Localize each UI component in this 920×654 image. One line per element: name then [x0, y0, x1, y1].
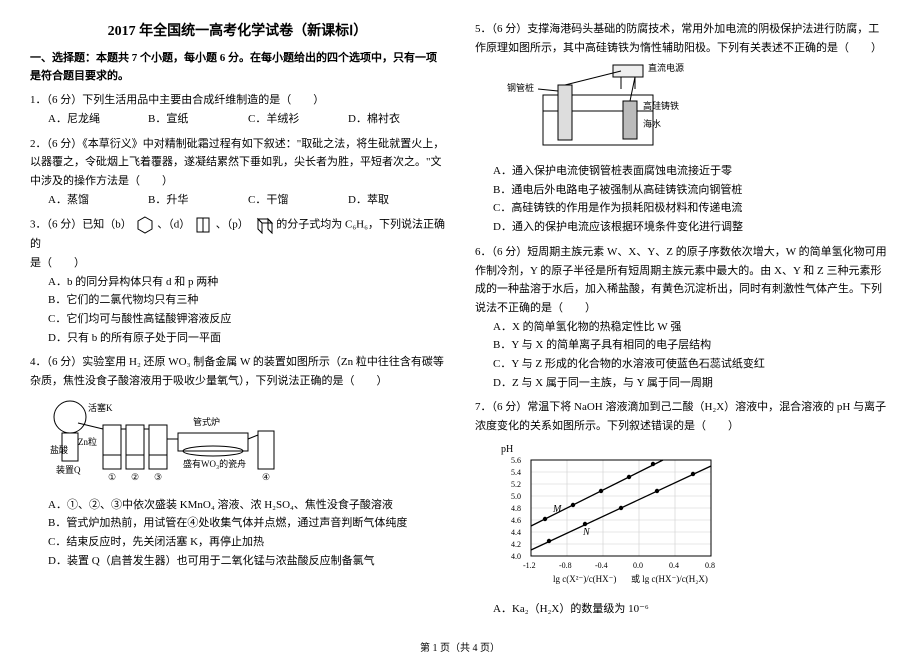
svg-text:0.8: 0.8: [705, 561, 715, 570]
question-3: 3．（6 分）已知（b） 、（d） 、（p） 的分子式均为 C₆H₆，下列说法正…: [30, 215, 445, 347]
svg-text:4.2: 4.2: [511, 540, 521, 549]
svg-text:0.4: 0.4: [669, 561, 679, 570]
q4-label-q: 装置Q: [56, 464, 81, 475]
page-title: 2017 年全国统一高考化学试卷（新课标Ⅰ）: [30, 20, 445, 40]
q7-xlabel1: lg c(X²⁻)/c(HX⁻): [553, 574, 616, 584]
dewar-icon: [193, 215, 213, 235]
q3-pre: 3．（6 分）已知（b）: [30, 219, 132, 231]
q4-n3: ③: [154, 472, 162, 482]
svg-text:4.4: 4.4: [511, 528, 521, 537]
q7-opt-a: A．Ka₂（H₂X）的数量级为 10⁻⁶: [493, 600, 890, 619]
q4-label-zn: Zn粒: [78, 436, 97, 447]
svg-text:5.4: 5.4: [511, 468, 521, 477]
q5-opt-c: C．高硅铸铁的作用是作为损耗阳极材料和传递电流: [493, 199, 890, 218]
q2-stem: 2．（6 分）《本草衍义》中对精制砒霜过程有如下叙述："取砒之法，将生砒就置火上…: [30, 135, 445, 191]
q7-chart: pH 5.6 5.4 5.2 5.0: [493, 440, 733, 590]
q1-opt-c: C．羊绒衫: [248, 110, 318, 129]
q5-label-sea: 海水: [643, 118, 661, 129]
q6-opt-b: B．Y 与 X 的简单离子具有相同的电子层结构: [493, 336, 890, 355]
q7-xlabel2: 或 lg c(HX⁻)/c(H₂X): [631, 573, 708, 584]
q5-opt-d: D．通入的保护电流应该根据环境条件变化进行调整: [493, 218, 890, 237]
q7-M: M: [552, 504, 562, 515]
left-column: 2017 年全国统一高考化学试卷（新课标Ⅰ） 一、选择题：本题共 7 个小题，每…: [30, 20, 445, 625]
q5-label-pile: 钢管桩: [507, 82, 534, 93]
q4-label-hcl: 盐酸: [50, 444, 68, 455]
q3-opt-b: B．它们的二氯代物均只有三种: [48, 291, 445, 310]
q6-opt-d: D．Z 与 X 属于同一主族，与 Y 属于同一周期: [493, 374, 890, 393]
q4-figure: 活塞K Zn粒 盐酸 装置Q ① ② ③ 管式炉 盛有WO₃的瓷: [48, 395, 308, 485]
q6-stem: 6．（6 分）短周期主族元素 W、X、Y、Z 的原子序数依次增大，W 的简单氢化…: [475, 243, 890, 318]
q4-opt-c: C．结束反应时，先关闭活塞 K，再停止加热: [48, 533, 445, 552]
q4-label-wo3: 盛有WO₃的瓷舟: [183, 458, 246, 469]
q3-post2: 是（ ）: [30, 254, 445, 273]
q3-opt-c: C．它们均可与酸性高锰酸钾溶液反应: [48, 310, 445, 329]
svg-text:-0.8: -0.8: [559, 561, 572, 570]
svg-text:0.0: 0.0: [633, 561, 643, 570]
svg-text:4.6: 4.6: [511, 516, 521, 525]
q4-opt-b: B．管式炉加热前，用试管在④处收集气体并点燃，通过声音判断气体纯度: [48, 514, 445, 533]
q2-opt-a: A．蒸馏: [48, 191, 118, 210]
q4-opt-a: A．①、②、③中依次盛装 KMnO₄ 溶液、浓 H₂SO₄、焦性没食子酸溶液: [48, 496, 445, 515]
q5-opt-a: A．通入保护电流使钢管桩表面腐蚀电流接近于零: [493, 162, 890, 181]
q4-label-tube: 管式炉: [193, 416, 220, 427]
question-4: 4．（6 分）实验室用 H₂ 还原 WO₃ 制备金属 W 的装置如图所示（Zn …: [30, 353, 445, 570]
q4-n4: ④: [262, 472, 270, 482]
q6-opt-a: A．X 的简单氢化物的热稳定性比 W 强: [493, 318, 890, 337]
svg-text:5.6: 5.6: [511, 456, 521, 465]
q7-ylabel: pH: [501, 444, 513, 455]
q5-stem: 5．（6 分）支撑海港码头基础的防腐技术，常用外加电流的阴极保护法进行防腐，工作…: [475, 20, 890, 57]
question-2: 2．（6 分）《本草衍义》中对精制砒霜过程有如下叙述："取砒之法，将生砒就置火上…: [30, 135, 445, 210]
q4-opt-d: D．装置 Q（启普发生器）也可用于二氧化锰与浓盐酸反应制备氯气: [48, 552, 445, 571]
svg-text:5.0: 5.0: [511, 492, 521, 501]
q3-mid2: 、（p）: [216, 219, 249, 231]
q1-stem: 1．（6 分）下列生活用品中主要由合成纤维制造的是（ ）: [30, 91, 445, 110]
q5-label-iron: 高硅铸铁: [643, 100, 679, 111]
q3-opt-a: A．b 的同分异构体只有 d 和 p 两种: [48, 273, 445, 292]
q4-label-k: 活塞K: [88, 402, 113, 413]
svg-text:4.8: 4.8: [511, 504, 521, 513]
section-heading: 一、选择题：本题共 7 个小题，每小题 6 分。在每小题给出的四个选项中，只有一…: [30, 50, 445, 85]
q1-opt-b: B．宣纸: [148, 110, 218, 129]
q7-stem: 7．（6 分）常温下将 NaOH 溶液滴加到己二酸（H₂X）溶液中，混合溶液的 …: [475, 398, 890, 435]
q4-n1: ①: [108, 472, 116, 482]
q5-figure: 直流电源 钢管桩 高硅铸铁 海水: [493, 61, 693, 151]
page-footer: 第 1 页（共 4 页）: [0, 635, 920, 654]
q6-opt-c: C．Y 与 Z 形成的化合物的水溶液可使蓝色石蕊试纸变红: [493, 355, 890, 374]
svg-text:5.2: 5.2: [511, 480, 521, 489]
q4-stem: 4．（6 分）实验室用 H₂ 还原 WO₃ 制备金属 W 的装置如图所示（Zn …: [30, 353, 445, 390]
q5-opt-b: B．通电后外电路电子被强制从高硅铸铁流向钢管桩: [493, 181, 890, 200]
svg-text:4.0: 4.0: [511, 552, 521, 561]
q2-opt-d: D．萃取: [348, 191, 418, 210]
svg-text:-1.2: -1.2: [523, 561, 536, 570]
prismane-icon: [252, 215, 274, 235]
q1-opt-d: D．棉衬衣: [348, 110, 418, 129]
q2-opt-c: C．干馏: [248, 191, 318, 210]
q4-n2: ②: [131, 472, 139, 482]
q2-opt-b: B．升华: [148, 191, 218, 210]
right-column: 5．（6 分）支撑海港码头基础的防腐技术，常用外加电流的阴极保护法进行防腐，工作…: [475, 20, 890, 625]
question-6: 6．（6 分）短周期主族元素 W、X、Y、Z 的原子序数依次增大，W 的简单氢化…: [475, 243, 890, 393]
q7-N: N: [582, 527, 591, 538]
benzene-icon: [135, 215, 155, 235]
svg-text:-0.4: -0.4: [595, 561, 608, 570]
q1-opt-a: A．尼龙绳: [48, 110, 118, 129]
q3-mid: 、（d）: [157, 219, 190, 231]
question-7: 7．（6 分）常温下将 NaOH 溶液滴加到己二酸（H₂X）溶液中，混合溶液的 …: [475, 398, 890, 619]
question-5: 5．（6 分）支撑海港码头基础的防腐技术，常用外加电流的阴极保护法进行防腐，工作…: [475, 20, 890, 237]
q5-label-power: 直流电源: [648, 62, 684, 73]
q3-opt-d: D．只有 b 的所有原子处于同一平面: [48, 329, 445, 348]
question-1: 1．（6 分）下列生活用品中主要由合成纤维制造的是（ ） A．尼龙绳 B．宣纸 …: [30, 91, 445, 128]
